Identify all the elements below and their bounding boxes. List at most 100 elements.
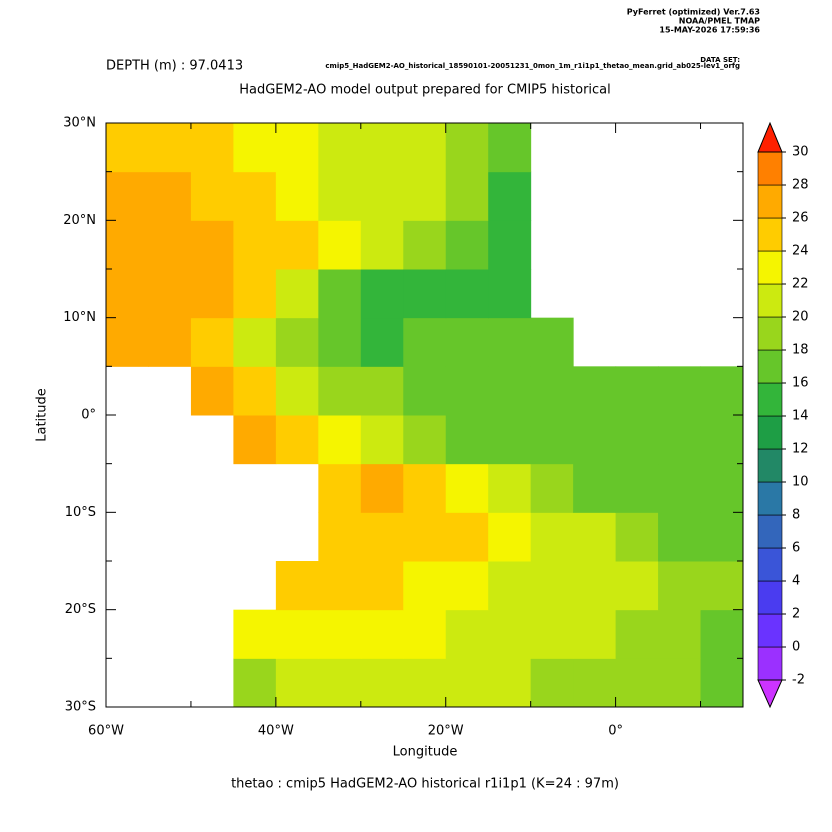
grid-cell [530, 512, 574, 562]
grid-cell [615, 463, 659, 513]
grid-cell [488, 171, 532, 221]
grid-cell [360, 561, 404, 611]
grid-cell [615, 366, 659, 416]
grid-cell [275, 561, 319, 611]
grid-cell [615, 561, 659, 611]
grid-cell [403, 658, 447, 708]
grid-cell [360, 220, 404, 270]
grid-cell [445, 123, 489, 173]
grid-cell [445, 269, 489, 319]
grid-cell [530, 415, 574, 465]
grid-cell [658, 609, 702, 659]
grid-cell [233, 658, 277, 708]
colorbar-tick-label: 2 [792, 607, 800, 622]
grid-cell [190, 269, 234, 319]
grid-cell [658, 561, 702, 611]
colorbar-tick-label: 16 [792, 376, 809, 391]
dataset: cmip5_HadGEM2-AO_historical_18590101-200… [325, 62, 740, 70]
chart-title: HadGEM2-AO model output prepared for CMI… [239, 83, 611, 98]
colorbar-swatch [757, 283, 783, 318]
grid-cell [488, 463, 532, 513]
grid-cell [190, 220, 234, 270]
grid-cell [573, 609, 617, 659]
grid-cell [360, 658, 404, 708]
colorbar-swatch [757, 514, 783, 549]
x-axis-label: Longitude [393, 745, 458, 760]
grid-cell [445, 317, 489, 367]
y-tick-label: 30°N [63, 116, 96, 131]
credit: PyFerret (optimized) Ver.7.63 [627, 8, 760, 17]
grid-cell [275, 609, 319, 659]
colorbar-tick-label: 30 [792, 145, 809, 160]
grid-cell [488, 366, 532, 416]
grid-cell [148, 171, 192, 221]
grid-cell [530, 463, 574, 513]
credit: 15-MAY-2026 17:59:36 [659, 26, 760, 35]
colorbar-swatch [757, 646, 783, 681]
grid-cell [233, 317, 277, 367]
grid-cell [403, 317, 447, 367]
grid-cell [318, 317, 362, 367]
colorbar-swatch [757, 613, 783, 648]
colorbar-tick-label: 6 [792, 541, 800, 556]
grid-cell [530, 658, 574, 708]
grid-cell [106, 171, 149, 221]
grid-cell [360, 366, 404, 416]
grid-cell [700, 512, 744, 562]
grid-cell [445, 415, 489, 465]
grid-cell [360, 171, 404, 221]
grid-cell [318, 269, 362, 319]
colorbar-tick-label: 20 [792, 310, 809, 325]
colorbar-swatch [757, 415, 783, 450]
grid-cell [275, 317, 319, 367]
colorbar-tick-label: 22 [792, 277, 809, 292]
colorbar-swatch [757, 151, 783, 186]
colorbar-swatch [757, 184, 783, 219]
colorbar-swatch [757, 481, 783, 516]
grid-cell [233, 366, 277, 416]
grid-cell [700, 561, 744, 611]
grid-cell [573, 561, 617, 611]
grid-cell [700, 366, 744, 416]
colorbar-tick-label: 24 [792, 244, 809, 259]
grid-cell [275, 269, 319, 319]
grid-cell [488, 415, 532, 465]
grid-cell [106, 317, 149, 367]
colorbar-swatch [757, 349, 783, 384]
subtitle: DEPTH (m) : 97.0413 [106, 59, 243, 74]
colorbar-over [757, 121, 783, 153]
grid-cell [615, 415, 659, 465]
grid-cell [658, 415, 702, 465]
footer: thetao : cmip5 HadGEM2-AO historical r1i… [231, 777, 619, 792]
grid-cell [318, 561, 362, 611]
colorbar-tick-label: 12 [792, 442, 809, 457]
grid-cell [275, 658, 319, 708]
grid-cell [275, 171, 319, 221]
grid-cell [318, 123, 362, 173]
grid-cell [403, 366, 447, 416]
grid-cell [403, 171, 447, 221]
colorbar-swatch [757, 250, 783, 285]
x-tick-label: 20°W [428, 724, 464, 739]
grid-cell [488, 317, 532, 367]
grid-cell [403, 415, 447, 465]
grid-cell [360, 123, 404, 173]
colorbar-swatch [757, 382, 783, 417]
grid-cell [106, 123, 149, 173]
grid-cell [488, 269, 532, 319]
grid-cell [530, 561, 574, 611]
grid-cell [318, 658, 362, 708]
grid-cell [233, 220, 277, 270]
colorbar-tick-label: -2 [792, 673, 805, 688]
grid-cell [403, 463, 447, 513]
grid-cell [403, 561, 447, 611]
colorbar-swatch [757, 580, 783, 615]
grid-cell [445, 463, 489, 513]
grid-cell [488, 220, 532, 270]
grid-cell [700, 609, 744, 659]
grid-cell [148, 317, 192, 367]
grid-cell [360, 609, 404, 659]
grid-cell [445, 658, 489, 708]
grid-cell [275, 123, 319, 173]
